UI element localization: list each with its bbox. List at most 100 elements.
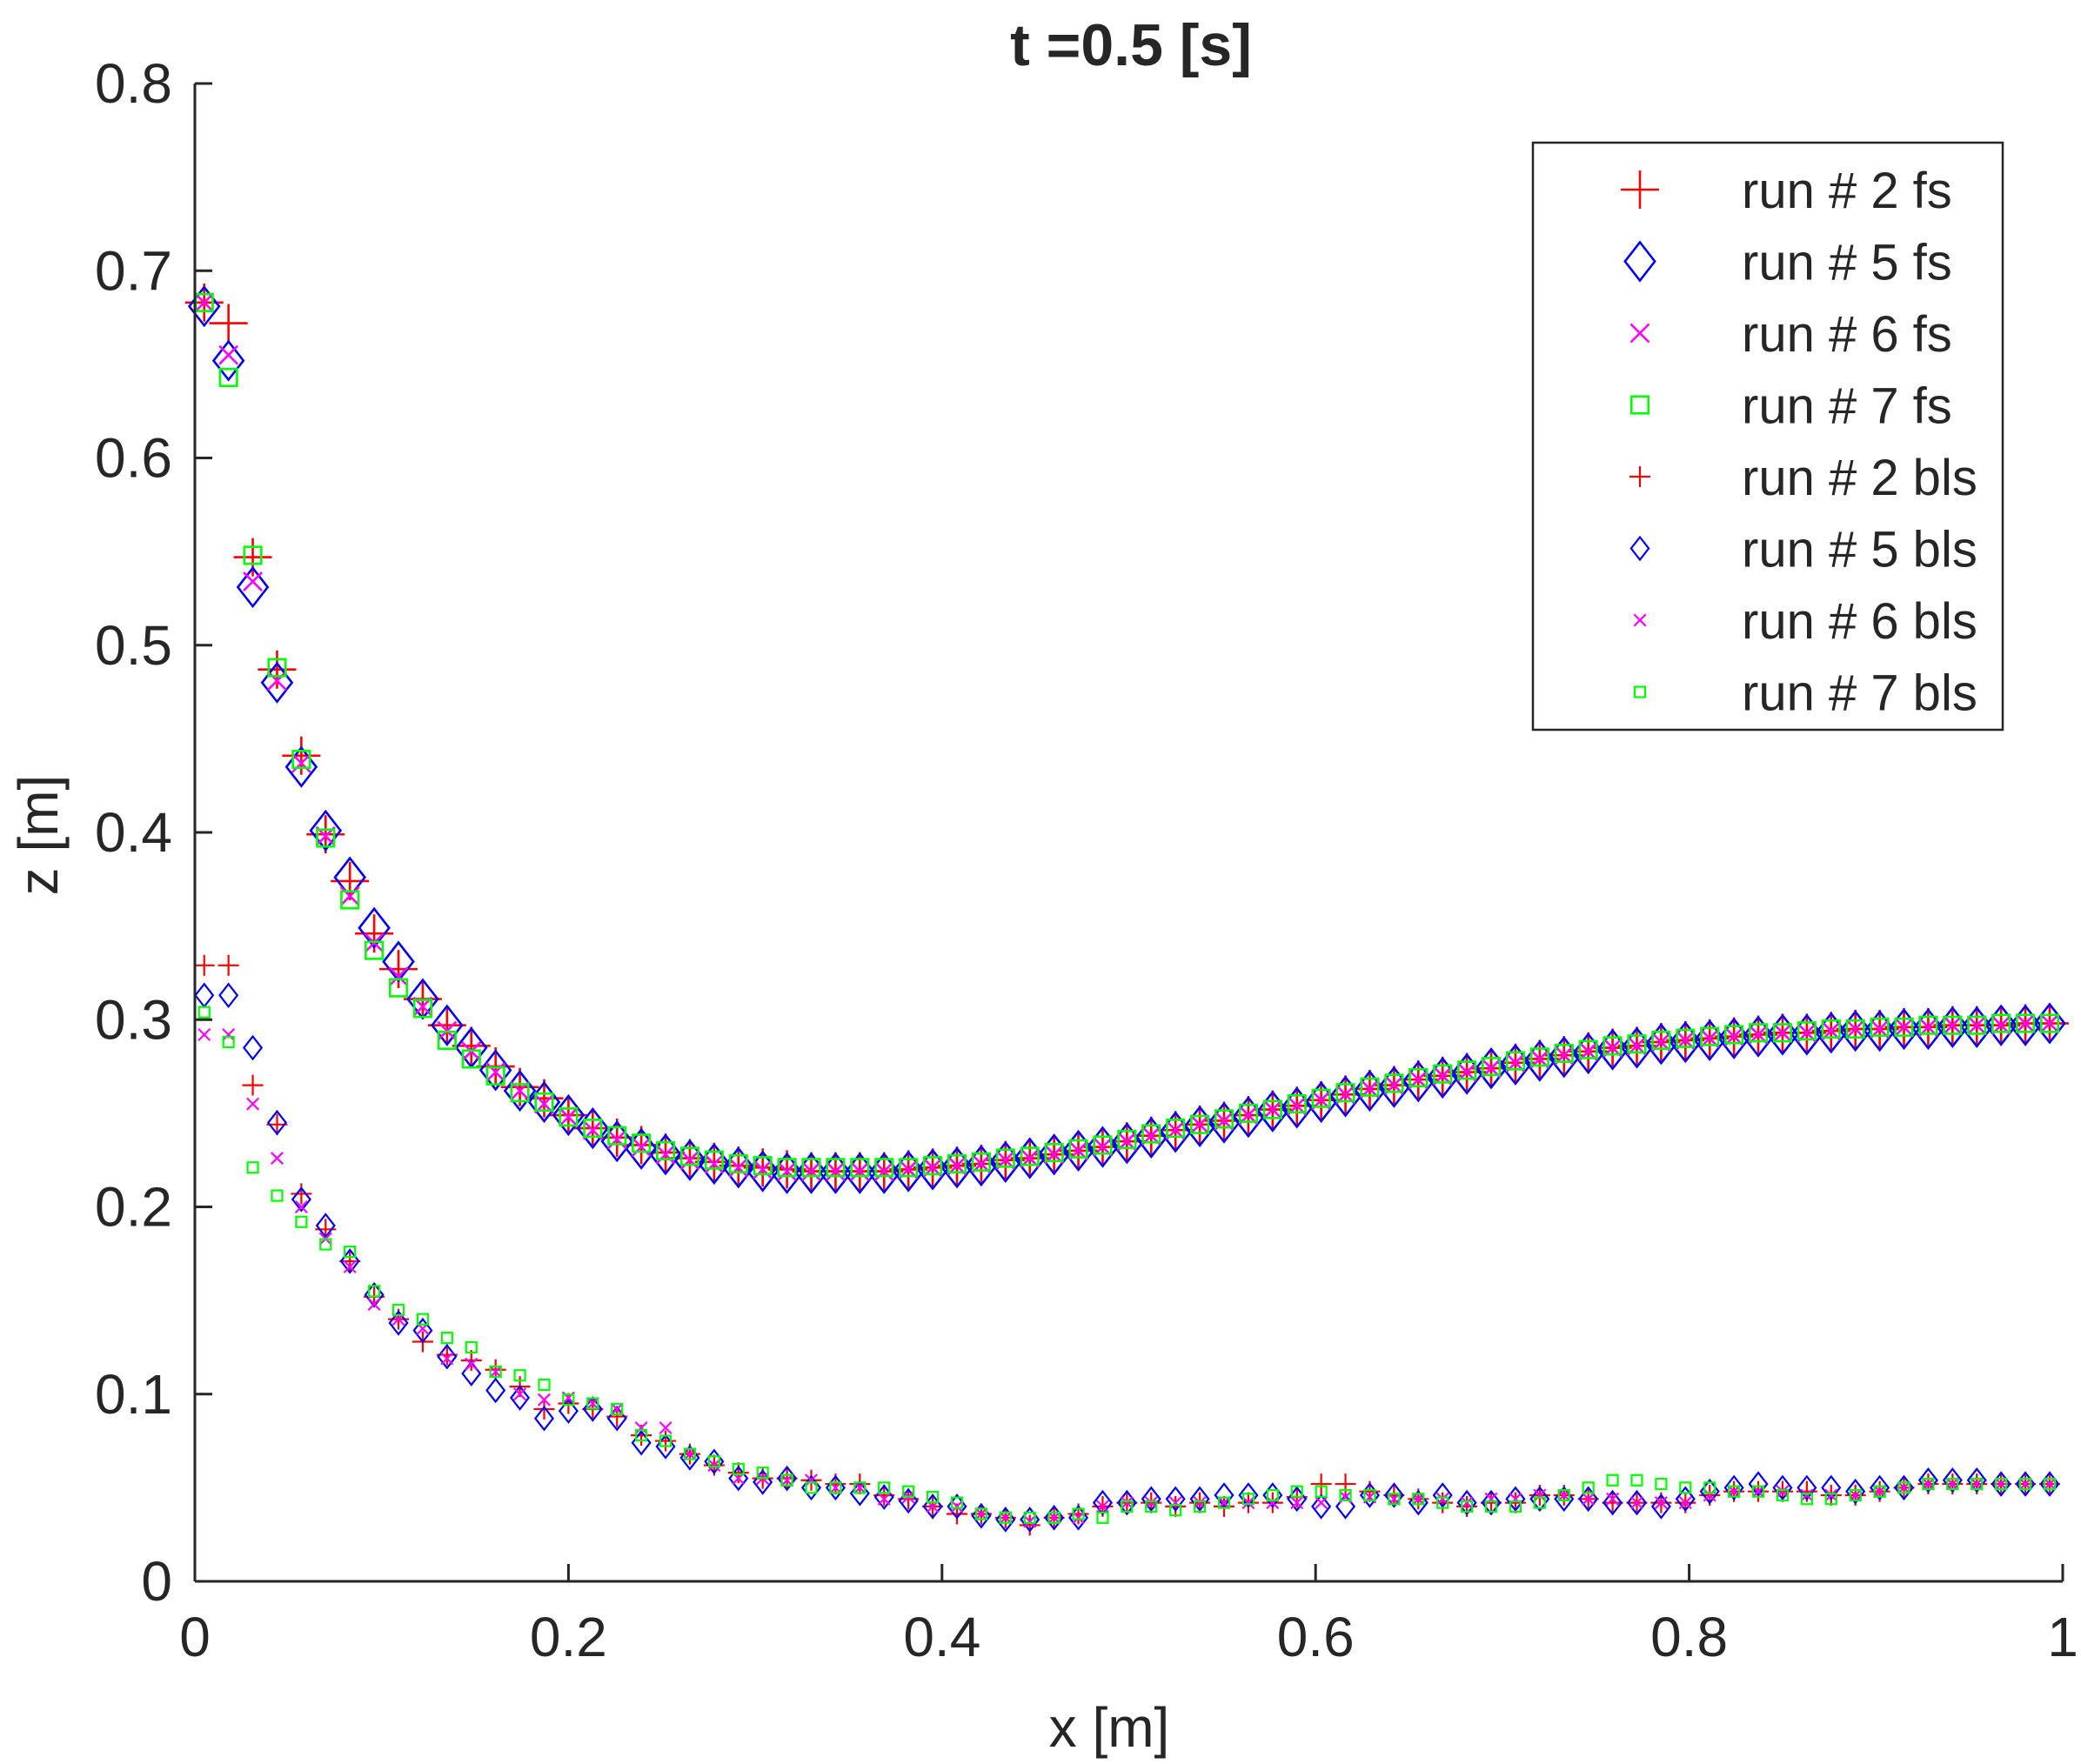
data-point <box>926 1491 940 1504</box>
data-point <box>1072 1511 1086 1525</box>
data-point <box>853 1480 867 1494</box>
data-point <box>266 1109 288 1136</box>
data-point <box>1626 1489 1648 1516</box>
data-point <box>583 1119 603 1139</box>
data-point <box>1456 1489 1477 1516</box>
data-point <box>770 1152 804 1194</box>
data-point <box>1790 1013 1823 1056</box>
data-point <box>1960 1006 1994 1048</box>
data-point <box>1772 1023 1792 1043</box>
data-point <box>416 1313 430 1326</box>
data-point <box>1310 1473 1332 1495</box>
data-point <box>950 1496 964 1509</box>
data-point <box>1169 1504 1182 1517</box>
data-point <box>683 1447 697 1460</box>
data-point <box>600 1120 634 1163</box>
data-point <box>1061 1129 1095 1173</box>
data-point <box>315 1213 336 1239</box>
data-point <box>1383 1482 1404 1508</box>
data-point <box>513 1369 526 1382</box>
data-point <box>1870 1474 1890 1501</box>
data-point <box>1335 1083 1355 1103</box>
data-point <box>819 1152 853 1194</box>
data-point <box>270 1152 284 1166</box>
y-axis-label: z [m] <box>7 775 70 896</box>
data-point <box>826 1158 846 1178</box>
data-point <box>1678 1496 1692 1510</box>
data-point <box>510 1083 530 1103</box>
data-point <box>211 339 245 382</box>
data-point <box>1214 1482 1235 1508</box>
data-point <box>1141 1124 1161 1144</box>
data-point <box>427 1006 466 1045</box>
data-point <box>1266 1496 1280 1510</box>
data-point <box>1651 1030 1671 1050</box>
data-point <box>267 671 287 692</box>
data-point <box>892 1150 925 1193</box>
data-point <box>1311 1088 1331 1108</box>
data-point <box>267 658 287 678</box>
data-point <box>1144 1496 1158 1510</box>
data-point <box>1241 1493 1255 1506</box>
data-point <box>549 1096 588 1135</box>
data-point <box>1748 1023 1769 1043</box>
data-point <box>1068 1139 1088 1159</box>
data-point <box>1703 1488 1716 1502</box>
data-point <box>1742 1015 1775 1058</box>
data-point <box>873 1161 894 1182</box>
data-point <box>1887 1007 1921 1051</box>
data-point <box>1917 1467 1938 1493</box>
data-point <box>1970 1477 1984 1491</box>
data-point <box>1484 1492 1498 1506</box>
legend-label: run # 6 fs <box>1742 306 1952 363</box>
data-point <box>1582 1492 1596 1506</box>
data-point <box>406 978 439 1020</box>
data-point <box>940 1146 974 1189</box>
data-point <box>673 1139 706 1181</box>
data-point <box>1241 1496 1255 1510</box>
data-point <box>538 1378 551 1392</box>
data-point <box>974 1507 988 1521</box>
y-tick-label: 0.6 <box>95 427 172 490</box>
data-point <box>1995 1477 2008 1491</box>
data-point <box>1183 1105 1216 1148</box>
data-point <box>440 1352 454 1366</box>
data-point <box>388 1310 409 1336</box>
data-point <box>1388 1493 1401 1506</box>
data-point <box>1644 1023 1678 1066</box>
data-point <box>1943 1015 1963 1035</box>
data-point <box>849 1473 871 1495</box>
data-point <box>1776 1488 1790 1502</box>
data-point <box>679 1150 700 1171</box>
data-point <box>1870 1017 1890 1037</box>
data-point <box>1484 1500 1498 1513</box>
data-point <box>1971 1477 1984 1491</box>
data-point <box>1797 1474 1817 1501</box>
data-point <box>412 999 432 1019</box>
data-point <box>635 1429 648 1442</box>
data-point <box>753 1156 773 1176</box>
data-point <box>999 1511 1013 1525</box>
data-point <box>1529 1047 1549 1067</box>
data-point <box>586 1397 599 1410</box>
data-point <box>974 1507 987 1520</box>
data-point <box>295 1215 308 1228</box>
data-point <box>291 752 311 773</box>
y-tick-label: 0.8 <box>95 52 172 115</box>
data-point <box>2043 1477 2057 1491</box>
data-point <box>2043 1477 2057 1491</box>
data-point <box>1384 1073 1404 1093</box>
data-point <box>1728 1485 1741 1498</box>
data-point <box>1457 1060 1477 1080</box>
data-point <box>1821 1474 1842 1501</box>
data-point <box>1290 1496 1304 1510</box>
data-point <box>284 745 318 788</box>
data-point <box>1603 1036 1623 1056</box>
data-point <box>2015 1013 2036 1033</box>
data-point <box>756 1467 769 1480</box>
data-point <box>1262 1099 1282 1119</box>
data-point <box>610 1402 624 1416</box>
data-point <box>1620 1026 1654 1069</box>
legend-marker <box>1633 685 1647 698</box>
data-point <box>1748 1471 1769 1497</box>
